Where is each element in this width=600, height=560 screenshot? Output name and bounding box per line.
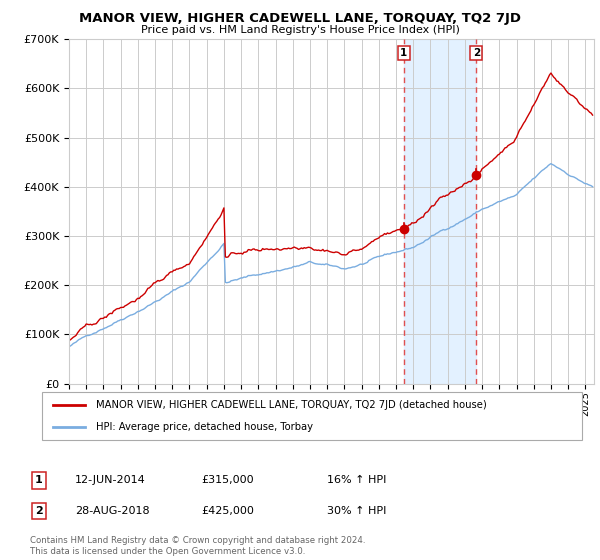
Text: MANOR VIEW, HIGHER CADEWELL LANE, TORQUAY, TQ2 7JD: MANOR VIEW, HIGHER CADEWELL LANE, TORQUA…	[79, 12, 521, 25]
Text: 28-AUG-2018: 28-AUG-2018	[75, 506, 149, 516]
Text: £315,000: £315,000	[201, 475, 254, 486]
Text: Price paid vs. HM Land Registry's House Price Index (HPI): Price paid vs. HM Land Registry's House …	[140, 25, 460, 35]
Text: 1: 1	[35, 475, 43, 486]
Bar	[404, 39, 476, 384]
Text: Contains HM Land Registry data © Crown copyright and database right 2024.
This d: Contains HM Land Registry data © Crown c…	[30, 536, 365, 556]
Text: MANOR VIEW, HIGHER CADEWELL LANE, TORQUAY, TQ2 7JD (detached house): MANOR VIEW, HIGHER CADEWELL LANE, TORQUA…	[96, 400, 487, 410]
Text: £425,000: £425,000	[201, 506, 254, 516]
FancyBboxPatch shape	[42, 392, 582, 440]
Text: HPI: Average price, detached house, Torbay: HPI: Average price, detached house, Torb…	[96, 422, 313, 432]
Text: 30% ↑ HPI: 30% ↑ HPI	[327, 506, 386, 516]
Text: 1: 1	[400, 48, 407, 58]
Text: 16% ↑ HPI: 16% ↑ HPI	[327, 475, 386, 486]
Text: 2: 2	[473, 48, 480, 58]
Text: 2: 2	[35, 506, 43, 516]
Text: 12-JUN-2014: 12-JUN-2014	[75, 475, 146, 486]
